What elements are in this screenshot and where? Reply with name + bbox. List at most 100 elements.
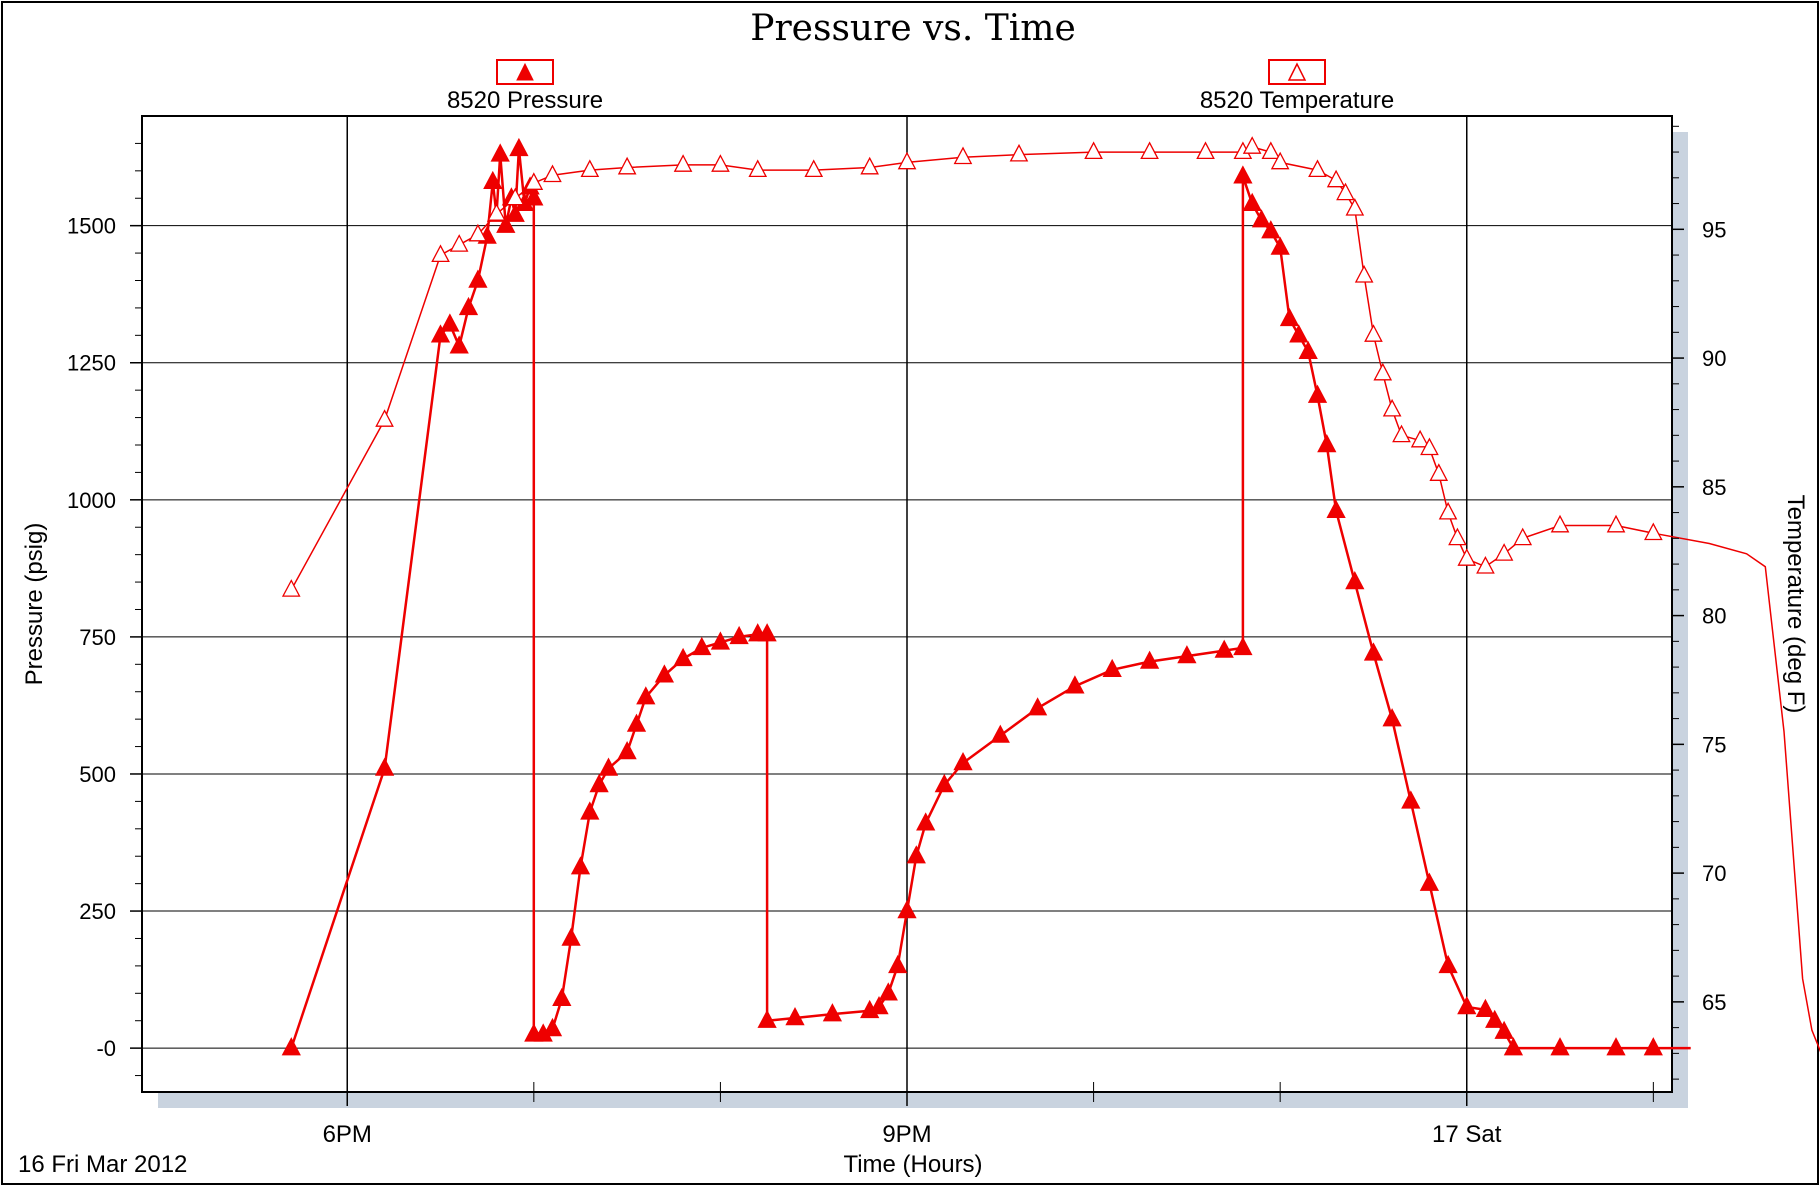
y2-tick-label: 80 <box>1702 604 1726 629</box>
y2-axis-title: Temperature (deg F) <box>1782 495 1809 714</box>
legend: 8520 Pressure 8520 Temperature <box>447 59 1394 114</box>
data-point-marker <box>1606 514 1626 533</box>
data-point-marker <box>860 156 879 175</box>
data-point-marker <box>490 143 510 162</box>
data-point-marker <box>692 636 712 656</box>
data-point-marker <box>1420 437 1439 456</box>
data-point-marker <box>934 773 954 793</box>
data-point-marker <box>1261 141 1281 160</box>
data-point-marker <box>1242 192 1262 211</box>
date-label: 16 Fri Mar 2012 <box>18 1151 187 1178</box>
data-point-marker <box>458 296 479 316</box>
data-point-marker <box>673 154 693 172</box>
data-point-marker <box>990 724 1010 743</box>
data-point-marker <box>1392 424 1411 443</box>
data-point-marker <box>487 203 506 221</box>
data-point-marker <box>897 900 917 919</box>
data-point-marker <box>1373 362 1393 381</box>
data-point-marker <box>1326 499 1346 518</box>
data-point-marker <box>1550 1037 1570 1056</box>
data-point-marker <box>375 409 394 427</box>
data-point-marker <box>374 757 395 776</box>
data-point-marker <box>281 579 301 597</box>
data-point-marker <box>673 647 693 667</box>
data-point-marker <box>505 187 525 206</box>
data-point-marker <box>617 156 637 175</box>
x-tick-label: 9PM <box>882 1121 931 1148</box>
data-point-marker <box>1550 514 1570 533</box>
data-point-marker <box>1233 636 1253 656</box>
hollow-triangle-icon <box>1287 62 1307 81</box>
data-point-marker <box>1196 141 1215 160</box>
data-point-marker <box>1326 169 1346 188</box>
series-line <box>290 146 1820 1053</box>
data-point-marker <box>449 234 469 252</box>
data-point-marker <box>888 954 908 974</box>
data-point-marker <box>1382 708 1402 727</box>
y-tick-label: 1500 <box>67 214 116 239</box>
y-tick-label: 500 <box>79 762 116 787</box>
legend-label-temperature: 8520 Temperature <box>1200 87 1394 114</box>
data-point-marker <box>1644 522 1663 541</box>
data-point-marker <box>496 214 516 233</box>
x-axis-title: Time (Hours) <box>843 1151 982 1178</box>
data-point-marker <box>1475 998 1496 1017</box>
data-point-marker <box>505 203 525 222</box>
data-point-marker <box>1242 136 1262 154</box>
data-point-marker <box>1270 236 1290 255</box>
data-point-marker <box>580 801 600 820</box>
data-point-marker <box>757 1009 777 1028</box>
data-point-marker <box>1363 642 1384 661</box>
data-point-marker <box>1457 548 1477 566</box>
data-point-marker <box>757 623 777 642</box>
data-point-marker <box>580 159 600 178</box>
legend-item-pressure[interactable]: 8520 Pressure <box>447 59 603 114</box>
data-point-marker <box>281 1037 301 1056</box>
data-point-marker <box>1308 159 1327 178</box>
data-point-marker <box>1345 198 1365 216</box>
data-point-marker <box>589 773 609 793</box>
data-point-marker <box>1364 324 1383 342</box>
data-point-marker <box>1485 1009 1505 1028</box>
data-point-marker <box>430 324 451 343</box>
x-tick-label: 17 Sat <box>1432 1121 1502 1148</box>
data-point-marker <box>1448 527 1467 546</box>
grid-layer <box>142 116 1672 1092</box>
data-point-marker <box>449 335 469 354</box>
data-point-marker <box>1065 675 1085 694</box>
data-point-marker <box>953 752 973 771</box>
data-point-marker <box>431 244 450 263</box>
data-point-marker <box>509 137 529 157</box>
data-point-marker <box>785 1007 805 1026</box>
data-point-marker <box>1382 398 1402 417</box>
data-point-marker <box>543 164 562 183</box>
data-point-marker <box>1513 527 1533 546</box>
data-point-marker <box>483 170 503 189</box>
y2-tick-label: 90 <box>1702 346 1726 371</box>
data-point-marker <box>1457 996 1477 1015</box>
data-point-marker <box>729 625 749 645</box>
legend-item-temperature[interactable]: 8520 Temperature <box>1200 59 1394 114</box>
axes-layer: -0 250 500 750 1000 1250 1500 65 70 75 80 85 90 95 6PM… <box>67 125 1726 1148</box>
series-temperature <box>281 136 1820 1053</box>
data-point-marker <box>1476 556 1495 574</box>
data-point-marker <box>916 812 936 831</box>
data-point-marker <box>804 159 824 178</box>
y2-tick-label: 85 <box>1702 475 1726 500</box>
data-point-marker <box>878 982 898 1001</box>
data-point-marker <box>1279 307 1300 327</box>
data-point-marker <box>1494 543 1514 561</box>
data-point-marker <box>897 151 917 170</box>
data-point-marker <box>1177 645 1197 664</box>
series-layer <box>281 136 1820 1056</box>
data-point-marker <box>1410 429 1430 448</box>
data-point-marker <box>1102 658 1122 677</box>
data-point-marker <box>1494 1020 1514 1039</box>
data-point-marker <box>1084 141 1103 160</box>
data-point-marker <box>654 664 675 683</box>
data-point-marker <box>1401 790 1421 809</box>
data-point-marker <box>1606 1037 1626 1056</box>
x-tick-label: 6PM <box>323 1121 372 1148</box>
data-point-marker <box>1270 151 1290 170</box>
y2-tick-label: 70 <box>1702 861 1726 886</box>
